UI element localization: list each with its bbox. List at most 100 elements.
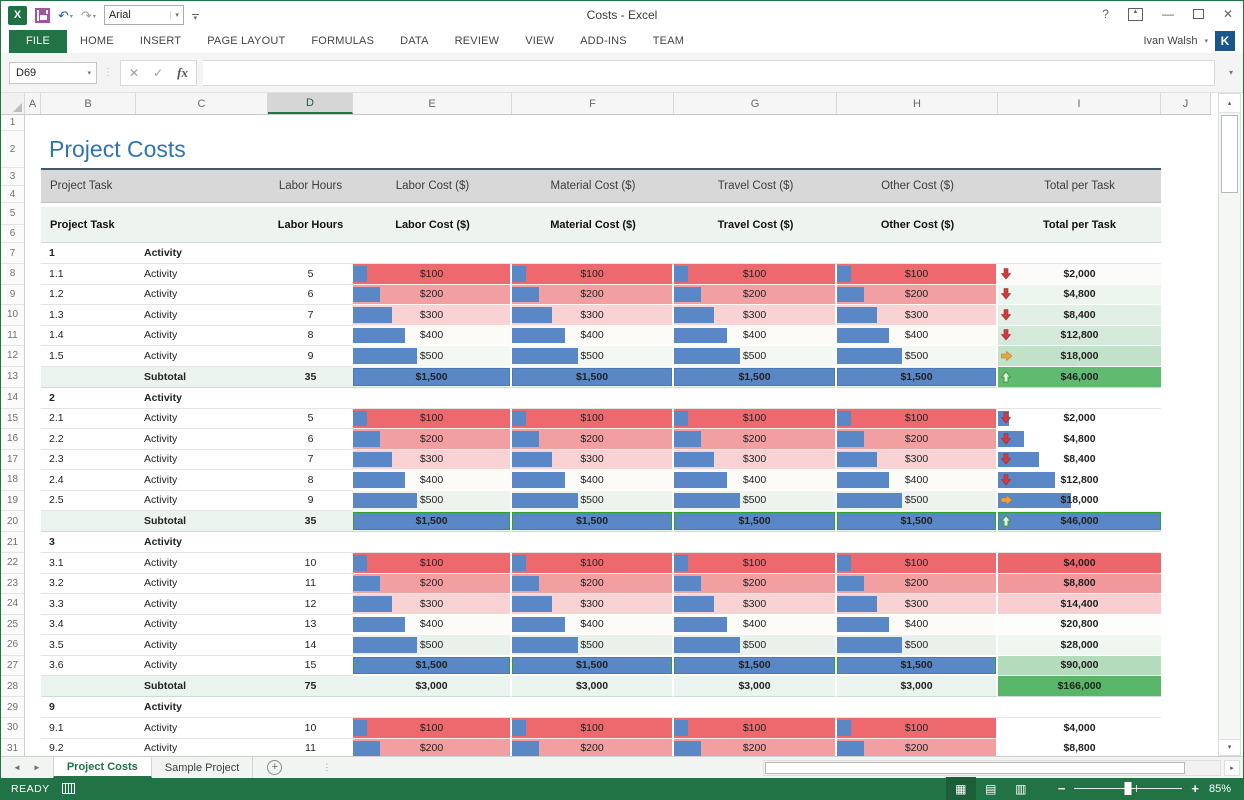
row-header-1[interactable]: 1	[1, 115, 25, 131]
subtotal-label-cell[interactable]: Subtotal	[136, 366, 268, 388]
cost-cell[interactable]: $200	[837, 284, 998, 305]
task-id-cell[interactable]: 3.6	[41, 656, 136, 676]
enter-icon[interactable]: ✓	[153, 65, 164, 80]
cost-cell[interactable]: $400	[674, 470, 837, 491]
subtotal-hours-cell[interactable]: 35	[268, 366, 353, 388]
task-id-cell[interactable]: 9.2	[41, 739, 136, 757]
task-id-cell[interactable]: 2.1	[41, 409, 136, 429]
grid-cell[interactable]	[353, 532, 512, 553]
cost-cell[interactable]: $100	[674, 264, 837, 285]
undo-icon[interactable]: ↶▾	[58, 7, 73, 23]
table-header-cell[interactable]: Project Task	[41, 203, 268, 243]
help-icon[interactable]: ?	[1102, 7, 1109, 21]
group-number-cell[interactable]: 3	[41, 532, 136, 553]
cost-cell[interactable]: $300	[674, 594, 837, 615]
cost-cell[interactable]: $1,500	[837, 655, 998, 676]
grid-cell[interactable]	[1161, 553, 1211, 574]
minimize-button[interactable]: —	[1161, 7, 1174, 21]
grid-cell[interactable]	[1161, 739, 1211, 757]
cost-cell[interactable]: $300	[512, 594, 674, 615]
grid-cell[interactable]	[353, 697, 512, 718]
hours-cell[interactable]: 6	[268, 285, 353, 305]
formula-bar-expand-icon[interactable]: ▾	[1228, 68, 1233, 77]
cost-cell[interactable]: $1,500	[353, 655, 512, 676]
cost-cell[interactable]: $1,500	[674, 511, 837, 532]
cost-cell[interactable]: $1,500	[837, 511, 998, 532]
table-header-cell[interactable]: Total per Task	[998, 168, 1161, 203]
activity-cell[interactable]: Activity	[136, 574, 268, 594]
cost-cell[interactable]: $100	[353, 553, 512, 574]
row-header-9[interactable]: 9	[1, 284, 25, 305]
cost-cell[interactable]: $1,500	[674, 366, 837, 388]
column-header-e[interactable]: E	[353, 93, 512, 114]
cost-cell[interactable]: $3,000	[353, 676, 512, 697]
cost-cell[interactable]: $500	[512, 635, 674, 656]
table-header-cell[interactable]: Material Cost ($)	[512, 203, 674, 243]
ribbon-display-options-icon[interactable]: ▴	[1127, 7, 1143, 21]
page-break-view-button[interactable]: ▥	[1015, 781, 1027, 796]
total-cell[interactable]: $8,800	[998, 573, 1161, 594]
total-cell[interactable]: $2,000	[998, 264, 1161, 285]
grid-cell[interactable]	[1161, 409, 1211, 430]
cost-cell[interactable]: $500	[353, 346, 512, 367]
row-header-7[interactable]: 7	[1, 243, 25, 264]
grid-cell[interactable]	[512, 388, 674, 409]
task-id-cell[interactable]: 3.5	[41, 635, 136, 656]
grid-cell[interactable]	[41, 511, 136, 532]
hours-cell[interactable]: 13	[268, 615, 353, 635]
grid-cell[interactable]	[674, 388, 837, 409]
task-id-cell[interactable]: 3.4	[41, 615, 136, 635]
cost-cell[interactable]: $100	[512, 264, 674, 285]
column-header-a[interactable]: A	[25, 93, 41, 114]
vertical-scroll-thumb[interactable]	[1221, 115, 1238, 193]
grid-cell[interactable]	[1161, 491, 1211, 512]
cost-cell[interactable]: $300	[674, 305, 837, 326]
cost-cell[interactable]: $300	[837, 449, 998, 470]
subtotal-hours-cell[interactable]: 75	[268, 676, 353, 697]
row-header-4[interactable]: 4	[1, 186, 25, 203]
font-name-box[interactable]: Arial ▾	[103, 5, 184, 25]
table-header-cell[interactable]: Other Cost ($)	[837, 203, 998, 243]
grid-cell[interactable]	[512, 243, 674, 264]
row-header-20[interactable]: 20	[1, 511, 25, 532]
cost-cell[interactable]: $100	[512, 408, 674, 429]
cost-cell[interactable]: $200	[837, 429, 998, 450]
table-header-cell[interactable]: Other Cost ($)	[837, 168, 998, 203]
group-name-cell[interactable]: Activity	[136, 388, 268, 409]
grid-cell[interactable]	[1161, 532, 1211, 553]
grid-cell[interactable]	[25, 326, 41, 347]
row-header-25[interactable]: 25	[1, 614, 25, 635]
formula-input[interactable]	[202, 59, 1215, 86]
grid-cell[interactable]	[837, 243, 998, 264]
horizontal-scroll-thumb[interactable]	[765, 762, 1185, 774]
sheet-nav-left-icon[interactable]: ◄	[13, 763, 21, 772]
cost-cell[interactable]: $100	[353, 408, 512, 429]
total-cell[interactable]: $8,400	[998, 449, 1161, 470]
cost-cell[interactable]: $200	[674, 573, 837, 594]
total-cell[interactable]: $46,000	[998, 511, 1161, 532]
grid-cell[interactable]	[998, 532, 1161, 553]
ribbon-tab-insert[interactable]: INSERT	[139, 35, 182, 47]
zoom-out-button[interactable]: −	[1057, 781, 1066, 796]
hours-cell[interactable]: 10	[268, 718, 353, 739]
maximize-button[interactable]	[1192, 9, 1204, 19]
grid-cell[interactable]	[1161, 367, 1211, 388]
grid-cell[interactable]	[25, 203, 41, 243]
macro-record-icon[interactable]	[61, 783, 75, 794]
grid-cell[interactable]	[25, 491, 41, 512]
task-id-cell[interactable]: 9.1	[41, 718, 136, 739]
row-header-22[interactable]: 22	[1, 553, 25, 574]
total-cell[interactable]: $46,000	[998, 366, 1161, 388]
column-header-f[interactable]: F	[512, 93, 674, 114]
cost-cell[interactable]: $400	[353, 614, 512, 635]
cost-cell[interactable]: $300	[353, 594, 512, 615]
table-header-cell[interactable]: Travel Cost ($)	[674, 203, 837, 243]
grid-cell[interactable]	[1161, 594, 1211, 615]
grid-cell[interactable]	[998, 243, 1161, 264]
scroll-up-icon[interactable]: ▴	[1219, 94, 1240, 113]
row-header-27[interactable]: 27	[1, 655, 25, 676]
activity-cell[interactable]: Activity	[136, 594, 268, 615]
cost-cell[interactable]: $500	[674, 490, 837, 511]
grid-cell[interactable]	[25, 285, 41, 306]
scroll-right-icon[interactable]: ▸	[1224, 760, 1240, 776]
